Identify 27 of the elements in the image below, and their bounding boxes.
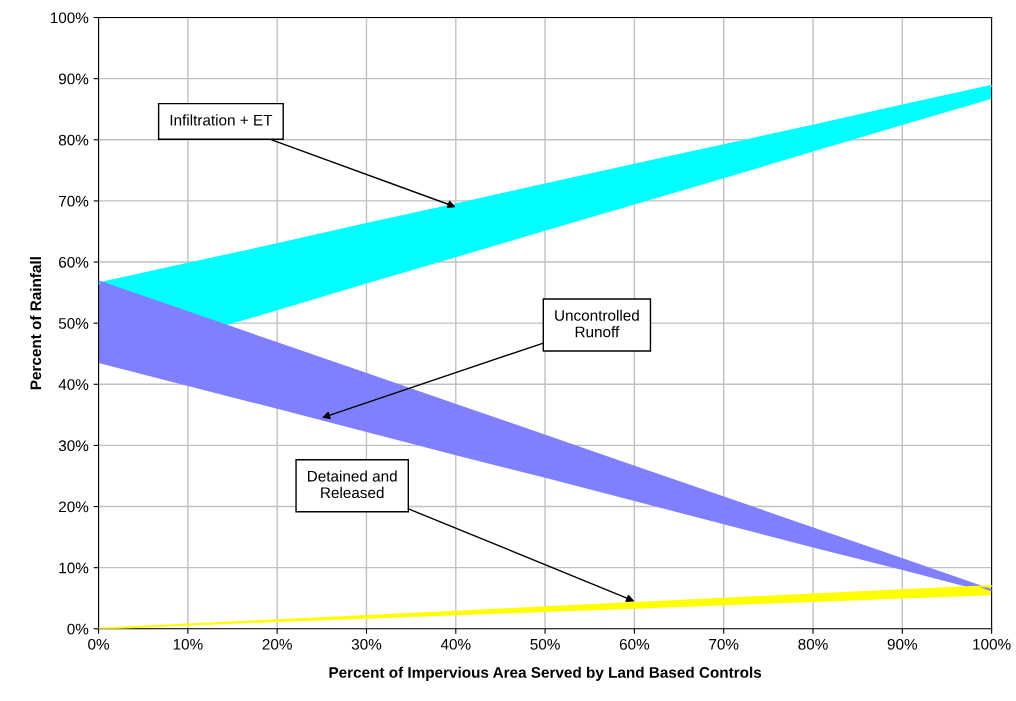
y-tick-label: 60% (59, 256, 89, 268)
x-tick-label: 40% (440, 638, 471, 650)
y-tick-label: 0% (67, 623, 89, 635)
y-tick-label: 90% (58, 73, 89, 85)
x-tick-label: 50% (530, 638, 560, 650)
annotation: Detained and Released (307, 470, 397, 499)
x-tick-label: 80% (798, 638, 828, 650)
annotation: Infiltration + ET (170, 114, 273, 126)
x-tick-label: 90% (887, 638, 918, 650)
x-tick-label: 0% (88, 638, 110, 650)
y-tick-label: 30% (58, 440, 89, 452)
x-tick-label: 60% (619, 638, 650, 650)
x-tick-label: 10% (173, 638, 203, 650)
y-tick-label: 40% (58, 379, 89, 390)
y-tick-label: 50% (58, 318, 89, 329)
y-tick-label: 20% (59, 501, 89, 513)
x-tick-label: 100% (973, 638, 1011, 650)
y-tick-label: 70% (59, 195, 89, 207)
annotation: Uncontrolled Runoff (555, 309, 639, 338)
y-tick-label: 10% (59, 562, 89, 574)
x-tick-label: 70% (709, 638, 739, 650)
x-tick-label: 30% (351, 638, 382, 650)
y-tick-label: 80% (58, 134, 89, 146)
y-axis-title: Percent of Rainfall (29, 257, 42, 390)
x-axis-title: Percent of Impervious Area Served by Land Based Controls (329, 666, 762, 681)
x-tick-label: 20% (262, 638, 292, 650)
y-tick-label: 100% (50, 12, 89, 24)
